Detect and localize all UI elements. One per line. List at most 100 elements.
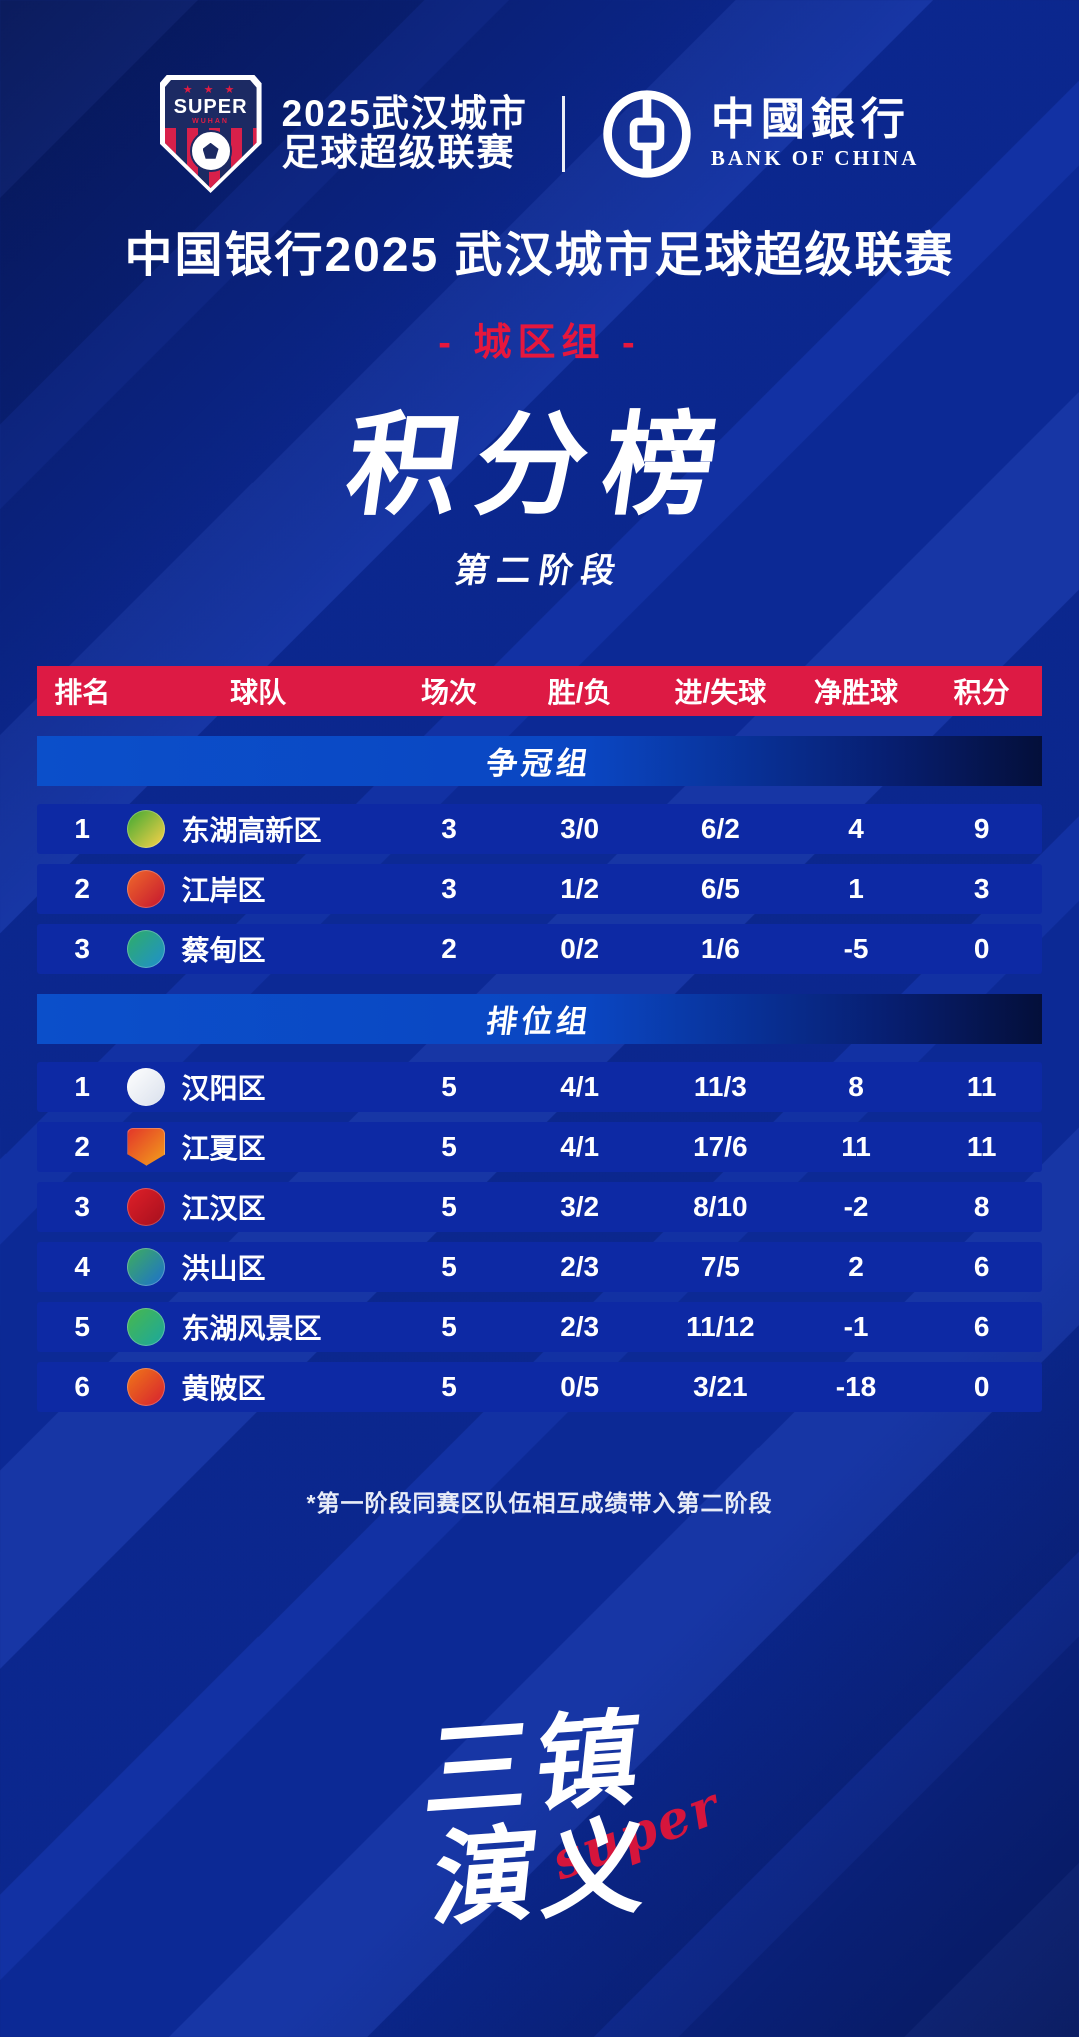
team-name: 江岸区 [181,874,266,906]
league-name: 2025武汉城市 足球超级联赛 [281,94,528,173]
table-row: 1 汉阳区 5 4/1 11/3 8 11 [37,1061,1042,1112]
team-cell: 江岸区 [127,869,388,909]
team-name: 东湖高新区 [181,814,322,846]
team-logo [127,1187,166,1226]
points-cell: 3 [973,872,990,904]
points-cell: 11 [966,1070,997,1102]
rank-cell: 3 [74,1190,90,1222]
win-loss-cell: 3/0 [560,812,600,844]
team-logo [127,1067,166,1106]
goal-diff-cell: 8 [848,1070,864,1102]
win-loss-cell: 2/3 [560,1310,600,1342]
bank-of-china-icon [603,90,691,178]
standings-title: 积分榜 [338,402,741,528]
team-logo [127,809,166,848]
matches-cell: 5 [441,1130,457,1162]
column-header: 胜/负 [547,676,612,708]
goal-diff-cell: 11 [841,1130,871,1162]
header-logos: ★ ★ ★ SUPER WUHAN 2025武汉城市 足球超级联赛 中國銀行 [0,72,1079,196]
matches-cell: 5 [441,1370,457,1402]
group-name: 排位组 [484,1004,595,1040]
team-logo [127,869,166,908]
rank-cell: 1 [74,1070,90,1102]
goals-cell: 17/6 [693,1130,748,1162]
goals-cell: 1/6 [700,932,740,964]
table-row: 2 江夏区 5 4/1 17/6 11 11 [37,1121,1042,1172]
team-cell: 黄陂区 [127,1367,388,1407]
table-body: 争冠组 1 东湖高新区 3 3/0 6/2 4 9 2 江岸区 3 1/2 6/5 1 3 3 蔡甸区 2 0/2 1… [37,735,1042,1412]
goal-diff-cell: -2 [843,1190,869,1222]
win-loss-cell: 2/3 [560,1250,600,1282]
win-loss-cell: 0/2 [560,932,600,964]
league-name-line2: 足球超级联赛 [281,132,516,173]
rank-cell: 2 [74,872,90,904]
team-logo [127,929,166,968]
team-cell: 洪山区 [127,1247,388,1287]
goal-diff-cell: 1 [848,872,864,904]
team-name: 洪山区 [181,1252,266,1284]
win-loss-cell: 1/2 [560,872,600,904]
team-cell: 汉阳区 [127,1067,388,1107]
column-header: 排名 [54,676,111,708]
rank-cell: 3 [74,932,90,964]
goal-diff-cell: -5 [843,932,869,964]
sponsor-name-en: BANK OF CHINA [710,145,920,170]
matches-cell: 5 [441,1070,457,1102]
points-cell: 9 [973,812,990,844]
column-header: 进/失球 [674,676,767,708]
footnote: *第一阶段同赛区队伍相互成绩带入第二阶段 [306,1489,773,1516]
team-cell: 东湖风景区 [127,1307,388,1347]
table-row: 6 黄陂区 5 0/5 3/21 -18 0 [37,1361,1042,1412]
goals-cell: 6/5 [700,872,740,904]
win-loss-cell: 3/2 [560,1190,600,1222]
goals-cell: 11/12 [686,1310,755,1342]
rank-cell: 5 [74,1310,90,1342]
table-row: 3 蔡甸区 2 0/2 1/6 -5 0 [37,923,1042,974]
group-header: 排位组 [37,993,1042,1044]
divider [561,96,565,172]
crest-wuhan-text: WUHAN [192,118,229,125]
team-name: 江汉区 [181,1192,266,1224]
stage-subtitle: 第二阶段 [452,551,626,590]
goal-diff-cell: 2 [848,1250,864,1282]
team-logo [127,1127,166,1166]
football-icon [189,129,232,172]
team-name: 江夏区 [181,1132,266,1164]
win-loss-cell: 4/1 [560,1070,600,1102]
table-row: 4 洪山区 5 2/3 7/5 2 6 [37,1241,1042,1292]
goals-cell: 7/5 [700,1250,740,1282]
rank-cell: 6 [74,1370,90,1402]
page-title: 中国银行2025 武汉城市足球超级联赛 [124,229,955,282]
win-loss-cell: 0/5 [560,1370,600,1402]
team-logo [127,1307,166,1346]
table-row: 1 东湖高新区 3 3/0 6/2 4 9 [37,803,1042,854]
points-cell: 6 [973,1250,990,1282]
column-header: 净胜球 [814,676,899,708]
points-cell: 0 [973,1370,990,1402]
team-logo [127,1367,166,1406]
team-name: 汉阳区 [181,1072,266,1104]
team-cell: 江夏区 [127,1127,388,1167]
rank-cell: 2 [74,1130,90,1162]
goal-diff-cell: 4 [848,812,864,844]
team-name: 东湖风景区 [181,1312,322,1344]
team-cell: 江汉区 [127,1187,388,1227]
team-name: 蔡甸区 [181,934,266,966]
crest-super-text: SUPER [173,96,248,118]
column-header: 球队 [230,676,287,708]
group-badge: - 城区组 - [438,321,641,364]
matches-cell: 5 [441,1250,457,1282]
group-name: 争冠组 [484,746,595,782]
team-logo [127,1247,166,1286]
table-header-row: 排名 球队 场次 胜/负 进/失球 净胜球 积分 [37,665,1042,716]
points-cell: 11 [966,1130,997,1162]
team-name: 黄陂区 [181,1372,266,1404]
group-header: 争冠组 [37,735,1042,786]
team-cell: 东湖高新区 [127,809,388,849]
table-row: 3 江汉区 5 3/2 8/10 -2 8 [37,1181,1042,1232]
sponsor-name-cn: 中國銀行 [710,94,911,144]
rank-cell: 1 [74,812,90,844]
crest-stars: ★ ★ ★ [182,84,239,96]
matches-cell: 5 [441,1190,457,1222]
